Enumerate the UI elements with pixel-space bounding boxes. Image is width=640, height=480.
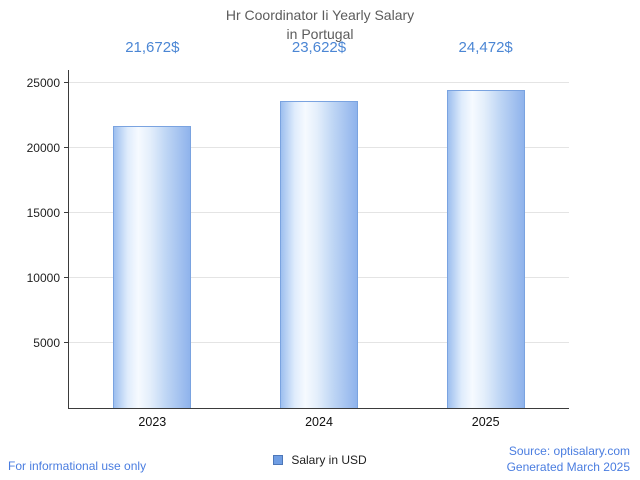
legend-label: Salary in USD (291, 453, 367, 467)
x-axis-label: 2025 (471, 415, 500, 429)
bar (280, 100, 358, 408)
bar-value-label: 24,472$ (458, 39, 513, 56)
generated-text: Generated March 2025 (506, 459, 630, 474)
gridline (69, 82, 569, 83)
bar (446, 89, 525, 408)
y-axis-tick (64, 277, 69, 278)
x-axis-label: 2023 (138, 415, 167, 429)
y-axis-tick (64, 82, 69, 83)
footer-note: For informational use only (8, 459, 147, 473)
y-axis-tick (64, 212, 69, 213)
y-axis-label: 20000 (26, 141, 60, 155)
y-axis-label: 25000 (26, 76, 60, 90)
y-axis-tick (64, 342, 69, 343)
x-axis-label: 2024 (305, 415, 333, 429)
y-axis-tick (64, 147, 69, 148)
bar-value-label: 23,622$ (291, 39, 347, 56)
footer-source: Source: optisalary.com Generated March 2… (507, 443, 630, 475)
y-axis-label: 10000 (26, 271, 60, 285)
plot-area: 5000 10000 15000 20000 25000 21,672$ 2023 23,62… (27, 39, 569, 429)
bar-value-label: 21,672$ (125, 39, 180, 56)
legend: Salary in USD (0, 453, 640, 467)
chart-title: Hr Coordinator Ii Yearly Salary in Portu… (225, 7, 415, 42)
y-axis-label: 15000 (26, 206, 60, 220)
bar (113, 126, 192, 408)
source-link[interactable]: Source: optisalary.com (508, 443, 630, 458)
legend-swatch (273, 455, 284, 465)
y-axis-label: 5000 (33, 336, 60, 350)
